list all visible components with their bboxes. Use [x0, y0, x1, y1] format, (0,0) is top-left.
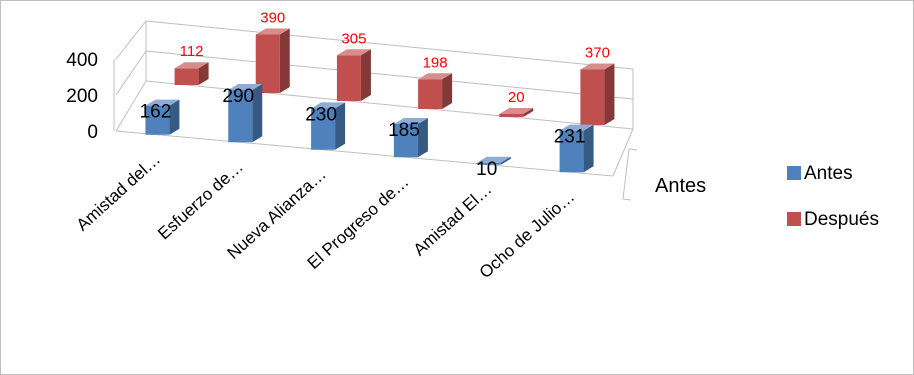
floor-front-edge [116, 131, 613, 176]
legend-swatch [787, 212, 801, 226]
side-gridline [116, 21, 146, 59]
bar-despues-face [337, 55, 361, 101]
x-category-label: Ocho de Julio… [476, 187, 579, 282]
legend-label: Después [804, 209, 879, 230]
data-label-antes: 185 [388, 120, 420, 141]
bar-despues-face [580, 70, 604, 126]
bar-despues-face [175, 68, 199, 85]
data-label-despues: 370 [585, 45, 610, 62]
depth-axis-tick [623, 199, 631, 200]
x-category-label: Esfuerzo de… [154, 157, 247, 243]
depth-axis-tick [629, 149, 637, 150]
bar-despues-face [280, 29, 290, 94]
bar-despues [499, 108, 533, 117]
data-label-despues: 390 [260, 10, 285, 27]
depth-axis-line [623, 149, 629, 199]
bar-despues-face [604, 64, 614, 126]
data-label-antes: 10 [476, 159, 497, 180]
y-tick-label: 200 [66, 86, 98, 107]
back-gridline [146, 51, 633, 99]
bar-despues [175, 62, 209, 85]
y-tick-label: 400 [66, 50, 98, 71]
data-label-antes: 230 [305, 104, 337, 125]
data-label-antes: 231 [554, 127, 586, 148]
bar-despues-face [361, 49, 371, 101]
data-label-despues: 305 [341, 30, 366, 47]
bar-despues [580, 64, 614, 126]
data-label-antes: 290 [222, 86, 254, 107]
legend-swatch [787, 166, 801, 180]
floor-right-edge [613, 129, 633, 176]
bar-despues-face [442, 73, 452, 109]
data-label-despues: 198 [423, 54, 448, 71]
bar-despues-face [418, 79, 442, 109]
bar-despues-face [499, 114, 523, 117]
bar-despues [418, 73, 452, 109]
back-gridline [146, 21, 633, 69]
depth-axis-label: Antes [655, 175, 706, 197]
legend-label: Antes [804, 163, 853, 184]
data-label-antes: 162 [140, 102, 172, 123]
x-category-label: Nueva Alianza… [224, 165, 330, 263]
data-label-despues: 20 [508, 89, 525, 106]
x-category-label: Amistad del… [73, 150, 164, 235]
y-tick-label: 0 [87, 122, 98, 143]
x-category-label: Amistad El… [410, 180, 496, 260]
data-label-despues: 112 [180, 43, 204, 60]
bar-despues [256, 29, 290, 94]
bar-despues [337, 49, 371, 101]
